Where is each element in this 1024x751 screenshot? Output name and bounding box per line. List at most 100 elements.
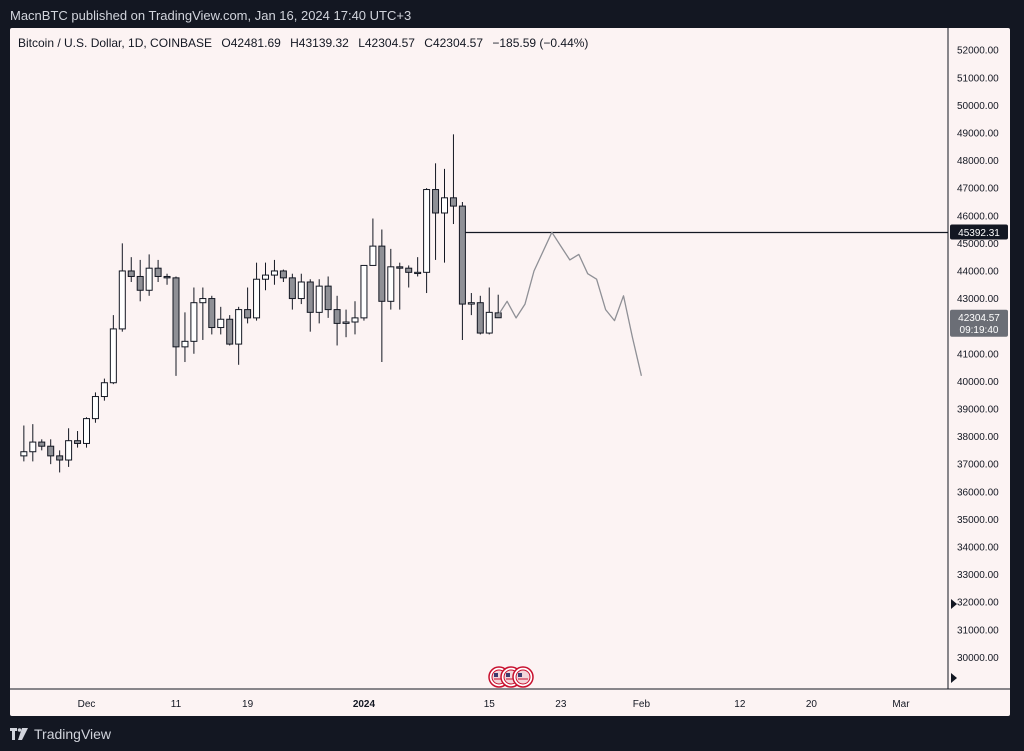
x-tick-label: Dec (78, 699, 96, 710)
candle-body (270, 270, 278, 276)
x-tick-label: 12 (734, 699, 746, 710)
candle-body (38, 441, 46, 447)
candle (47, 439, 55, 465)
y-tick-label: 44000.00 (957, 266, 999, 277)
candle-body (360, 264, 368, 319)
y-tick-label: 52000.00 (957, 46, 999, 57)
candle (360, 264, 368, 321)
symbol-name: Bitcoin / U.S. Dollar, 1D, COINBASE (18, 36, 213, 50)
candle-body (100, 382, 108, 398)
candle-body (208, 298, 216, 329)
candle-body (414, 271, 422, 275)
us-flag-icon[interactable] (512, 666, 534, 688)
y-tick-label: 39000.00 (957, 404, 999, 415)
level-price-label: 45392.31 (950, 224, 1008, 240)
price-axis[interactable]: 53000.00 52000.00 51000.00 50000.00 49000.00… (947, 28, 999, 689)
candle-body (476, 302, 484, 334)
candle-body (109, 328, 117, 384)
candle-body (226, 318, 234, 345)
countdown-text: 09:19:40 (960, 325, 999, 336)
footer-brand: TradingView (34, 726, 112, 742)
candle (136, 259, 144, 302)
candle-body (324, 285, 332, 311)
y-tick-label: 41000.00 (957, 349, 999, 360)
x-tick-label: 23 (555, 699, 567, 710)
candle (172, 276, 180, 376)
candle-body (387, 266, 395, 302)
candle-body (306, 281, 314, 313)
candle (109, 315, 117, 385)
candle (190, 287, 198, 354)
economic-events[interactable] (488, 666, 534, 688)
x-tick-label: 15 (484, 699, 496, 710)
candle (324, 276, 332, 318)
y-tick-label: 36000.00 (957, 487, 999, 498)
candle (467, 293, 475, 316)
candle-body (74, 440, 82, 444)
candle-body (235, 309, 243, 345)
candle (38, 439, 46, 451)
legend-close: C42304.57 (424, 36, 483, 50)
x-tick-label: 2024 (353, 699, 376, 710)
x-tick-label: Feb (633, 699, 651, 710)
candle (154, 259, 162, 282)
projection-line[interactable] (497, 231, 643, 376)
x-tick-label: Mar (892, 699, 910, 710)
y-tick-label: 38000.00 (957, 432, 999, 443)
level-price-text: 45392.31 (958, 228, 1000, 239)
projection-drawing[interactable] (497, 231, 643, 376)
legend-change: −185.59 (−0.44%) (492, 36, 589, 50)
candle-body (494, 312, 502, 319)
candle (56, 450, 64, 473)
candle (163, 273, 171, 285)
scroll-arrow-icon[interactable] (951, 599, 957, 609)
candle-body (423, 189, 431, 273)
candle-body (485, 311, 493, 334)
candle (387, 248, 395, 310)
candle-body (405, 267, 413, 273)
candle (369, 218, 377, 266)
candle-body (118, 270, 126, 330)
candle (208, 295, 216, 335)
x-tick-label: 20 (806, 699, 818, 710)
time-axis[interactable]: Dec 11 19 2024 15 23 Feb 12 20 Mar (10, 688, 1010, 710)
x-tick-label: 19 (242, 699, 254, 710)
y-tick-label: 33000.00 (957, 570, 999, 581)
y-tick-label: 30000.00 (957, 653, 999, 664)
candle-body (467, 302, 475, 305)
candle (458, 201, 466, 340)
candle-body (333, 309, 341, 324)
y-tick-label: 40000.00 (957, 377, 999, 388)
candle-body (217, 318, 225, 329)
candle (441, 168, 448, 263)
candle (315, 279, 323, 324)
y-tick-label: 31000.00 (957, 625, 999, 636)
candle (414, 257, 422, 277)
scroll-arrow-icon[interactable] (951, 673, 957, 683)
y-tick-label: 43000.00 (957, 294, 999, 305)
candle (127, 257, 135, 282)
legend-high: H43139.32 (290, 36, 349, 50)
candle-body (396, 266, 404, 269)
candle (181, 312, 189, 363)
footer: TradingView (10, 724, 111, 744)
candle (29, 424, 37, 462)
candle-body (181, 340, 189, 348)
candle-body (288, 277, 296, 300)
candle-body (172, 277, 180, 348)
candle-body (163, 275, 171, 279)
candle (262, 262, 269, 291)
y-tick-label: 35000.00 (957, 515, 999, 526)
x-tick-label: 11 (171, 699, 182, 710)
y-tick-label: 49000.00 (957, 128, 999, 139)
candle (100, 378, 108, 401)
price-chart[interactable]: 53000.00 52000.00 51000.00 50000.00 49000.00… (10, 28, 1010, 716)
y-tick-label: 51000.00 (957, 73, 999, 84)
candle (351, 301, 359, 335)
chart-panel[interactable]: 53000.00 52000.00 51000.00 50000.00 49000.00… (10, 28, 1010, 716)
candle (288, 273, 296, 310)
candle (306, 279, 314, 332)
